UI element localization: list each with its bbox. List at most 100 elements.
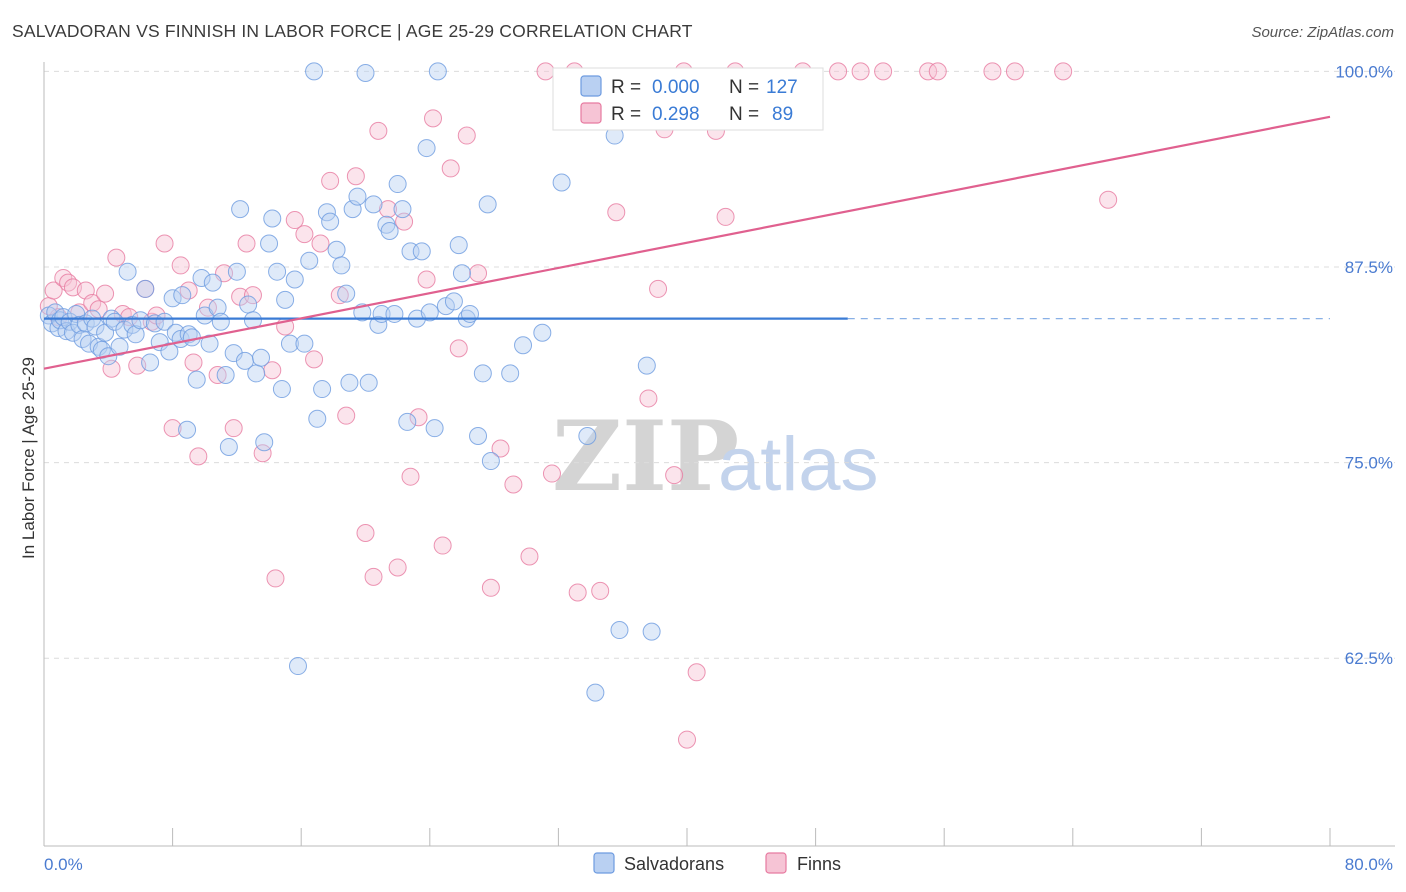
finns-point	[1054, 62, 1073, 81]
salvadorans-point	[219, 437, 238, 456]
finns-point	[295, 225, 314, 244]
salvadorans-point	[478, 195, 497, 214]
finns-point	[44, 281, 63, 300]
salvadorans-point	[163, 289, 182, 308]
finns-point	[184, 353, 203, 372]
finns-point	[433, 536, 452, 555]
axes	[43, 62, 1395, 847]
finns-point	[649, 279, 668, 298]
bottom-legend-swatch-finns	[765, 852, 787, 874]
watermark-atlas: atlas	[718, 422, 879, 507]
salvadorans-point	[460, 304, 479, 323]
salvadorans-point	[126, 325, 145, 344]
legend-n-value-finns: 89	[772, 104, 793, 125]
salvadorans-point	[321, 212, 340, 231]
finns-point	[829, 62, 848, 81]
finns-point	[424, 109, 443, 128]
salvadorans-point	[412, 242, 431, 261]
salvadorans-point	[231, 200, 250, 219]
salvadorans-point	[131, 311, 150, 330]
x-tick-label: 80.0%	[1345, 855, 1393, 874]
salvadorans-point	[192, 268, 211, 287]
watermark-zip: ZIP	[552, 400, 739, 513]
salvadorans-point	[295, 334, 314, 353]
finns-point	[224, 419, 243, 438]
salvadorans-point	[141, 353, 160, 372]
salvadorans-point	[337, 284, 356, 303]
salvadorans-point	[369, 315, 388, 334]
salvadorans-point	[317, 203, 336, 222]
salvadorans-point	[110, 337, 129, 356]
salvadorans-point	[203, 273, 222, 292]
legend-swatch-finns	[580, 102, 602, 124]
salvadorans-point	[449, 236, 468, 255]
finns-point	[469, 264, 488, 283]
finns-point	[441, 159, 460, 178]
salvadorans-point	[252, 348, 271, 367]
chart-title: SALVADORAN VS FINNISH IN LABOR FORCE | A…	[12, 21, 693, 41]
finns-point	[591, 581, 610, 600]
salvadorans-point	[642, 622, 661, 641]
salvadorans-point	[417, 139, 436, 158]
legend-swatch-salvadorans	[580, 75, 602, 97]
finns-trendline	[43, 115, 1331, 370]
salvadorans-points	[39, 62, 661, 702]
finns-point	[311, 234, 330, 253]
salvadorans-point	[136, 279, 155, 298]
salvadorans-point	[533, 323, 552, 342]
salvadorans-point	[263, 209, 282, 228]
finns-point	[155, 234, 174, 253]
salvadorans-point	[481, 452, 500, 471]
salvadorans-point	[260, 234, 279, 253]
salvadorans-point	[285, 270, 304, 289]
salvadorans-point	[216, 365, 235, 384]
legend-n-value-salvadorans: 127	[766, 77, 798, 98]
finns-point	[716, 207, 735, 226]
salvadorans-point	[305, 62, 324, 81]
finns-point	[305, 350, 324, 369]
finns-point	[607, 203, 626, 222]
salvadorans-point	[187, 370, 206, 389]
salvadorans-point	[385, 304, 404, 323]
finns-point	[189, 447, 208, 466]
top-legend: R = 0.000 N = 127 R = 0.298 N = 89	[552, 67, 824, 131]
salvadorans-point	[288, 657, 307, 676]
bottom-legend-salvadorans: Salvadorans	[624, 854, 724, 874]
salvadorans-point	[160, 342, 179, 361]
y-tick-label: 75.0%	[1345, 454, 1393, 473]
salvadorans-point	[313, 380, 332, 399]
finns-point	[520, 547, 539, 566]
salvadorans-point	[578, 427, 597, 446]
salvadorans-point	[272, 380, 291, 399]
salvadorans-point	[280, 334, 299, 353]
finns-point	[928, 62, 947, 81]
finns-point	[321, 171, 340, 190]
salvadorans-point	[227, 262, 246, 281]
salvadorans-point	[348, 187, 367, 206]
finns-point	[919, 62, 938, 81]
x-tick-label: 0.0%	[44, 855, 83, 874]
y-tick-label: 100.0%	[1335, 62, 1393, 81]
salvadorans-point	[514, 336, 533, 355]
finns-point	[142, 312, 161, 331]
salvadorans-point	[73, 329, 92, 348]
finns-point	[237, 234, 256, 253]
finns-point	[171, 256, 190, 275]
salvadorans-point	[388, 175, 407, 194]
salvadorans-point	[586, 683, 605, 702]
finns-point	[504, 475, 523, 494]
finns-point	[457, 126, 476, 145]
finns-point	[417, 270, 436, 289]
salvadorans-point	[332, 256, 351, 275]
salvadorans-point	[327, 240, 346, 259]
finns-point	[388, 558, 407, 577]
finns-point	[179, 281, 198, 300]
bottom-legend: Salvadorans Finns	[593, 852, 841, 874]
salvadorans-point	[356, 63, 375, 82]
salvadorans-point	[610, 621, 629, 640]
salvadorans-point	[268, 262, 287, 281]
salvadorans-point	[208, 298, 227, 317]
finns-point	[536, 62, 555, 81]
finns-point	[1099, 190, 1118, 209]
salvadorans-point	[247, 364, 266, 383]
